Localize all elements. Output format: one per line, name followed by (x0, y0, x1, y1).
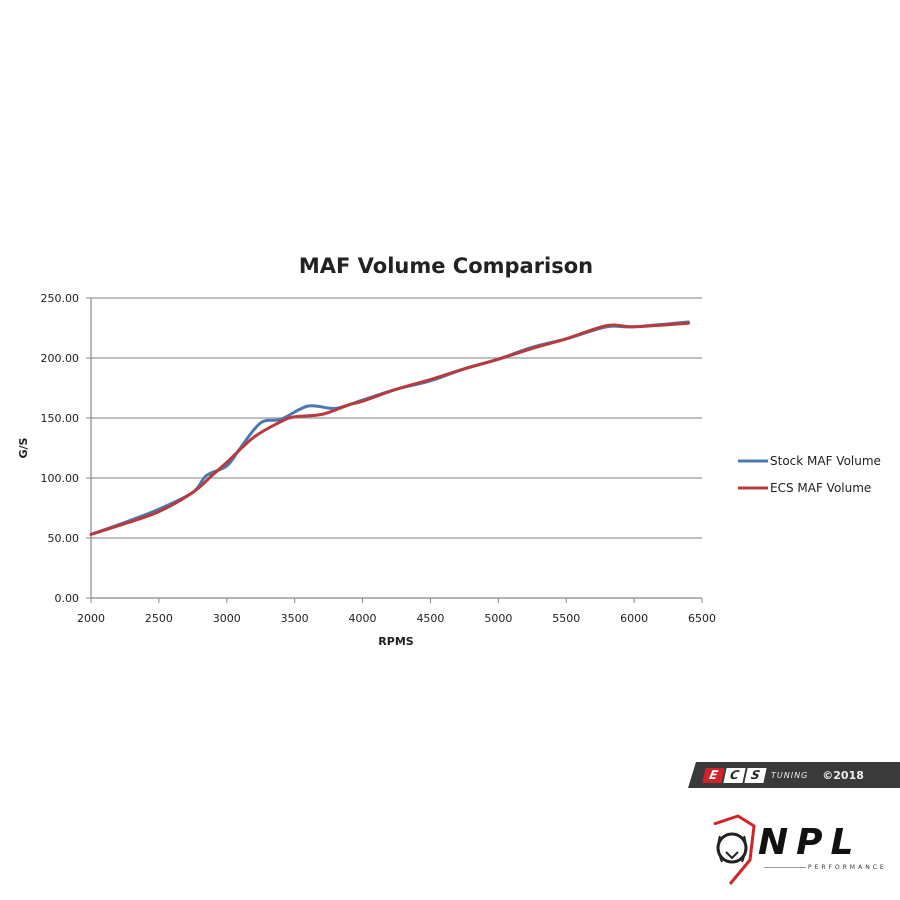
ecs-letter-s: S (744, 767, 767, 783)
x-tick-label: 5500 (552, 612, 580, 625)
x-axis-ticks: 2000 2500 3000 3500 4000 4500 5000 5500 6000 6500 (77, 598, 716, 625)
x-tick-label: 4000 (349, 612, 377, 625)
chart-title: MAF Volume Comparison (299, 254, 593, 278)
axes (90, 298, 702, 599)
x-axis-label: RPMS (378, 635, 413, 648)
legend: Stock MAF Volume ECS MAF Volume (738, 454, 881, 495)
series-line-stock (89, 320, 690, 536)
lion-shield-icon (713, 814, 756, 885)
y-tick-label: 0.00 (55, 592, 80, 605)
y-tick-label: 150.00 (41, 412, 80, 425)
y-tick-label: 200.00 (41, 352, 80, 365)
y-tick-label: 50.00 (48, 532, 80, 545)
ecs-tuning-text: TUNING (771, 770, 809, 780)
x-tick-label: 2500 (145, 612, 173, 625)
npl-subtitle: PERFORMANCE (808, 864, 887, 871)
y-axis-label: G/S (17, 437, 30, 458)
y-axis-ticks: 0.00 50.00 100.00 150.00 200.00 250.00 (41, 292, 91, 605)
npl-divider (764, 867, 806, 868)
x-tick-label: 3000 (213, 612, 241, 625)
x-tick-label: 6500 (688, 612, 716, 625)
legend-label: ECS MAF Volume (770, 481, 871, 495)
x-tick-label: 5000 (484, 612, 512, 625)
legend-label: Stock MAF Volume (770, 454, 881, 468)
y-tick-label: 250.00 (41, 292, 80, 305)
series-line-ecs (89, 321, 690, 536)
gridlines (91, 297, 702, 539)
series-lines (89, 320, 690, 536)
x-tick-label: 6000 (620, 612, 648, 625)
ecs-copyright: ©2018 (822, 768, 864, 782)
ecs-letter-e: E (702, 767, 725, 783)
y-tick-label: 100.00 (41, 472, 80, 485)
x-tick-label: 3500 (281, 612, 309, 625)
ecs-letter-c: C (723, 767, 746, 783)
npl-performance-logo: NPL PERFORMANCE (708, 812, 888, 888)
x-tick-label: 4500 (416, 612, 444, 625)
npl-text: NPL (758, 822, 862, 863)
ecs-tuning-watermark: E C S TUNING ©2018 (688, 762, 900, 788)
x-tick-label: 2000 (77, 612, 105, 625)
